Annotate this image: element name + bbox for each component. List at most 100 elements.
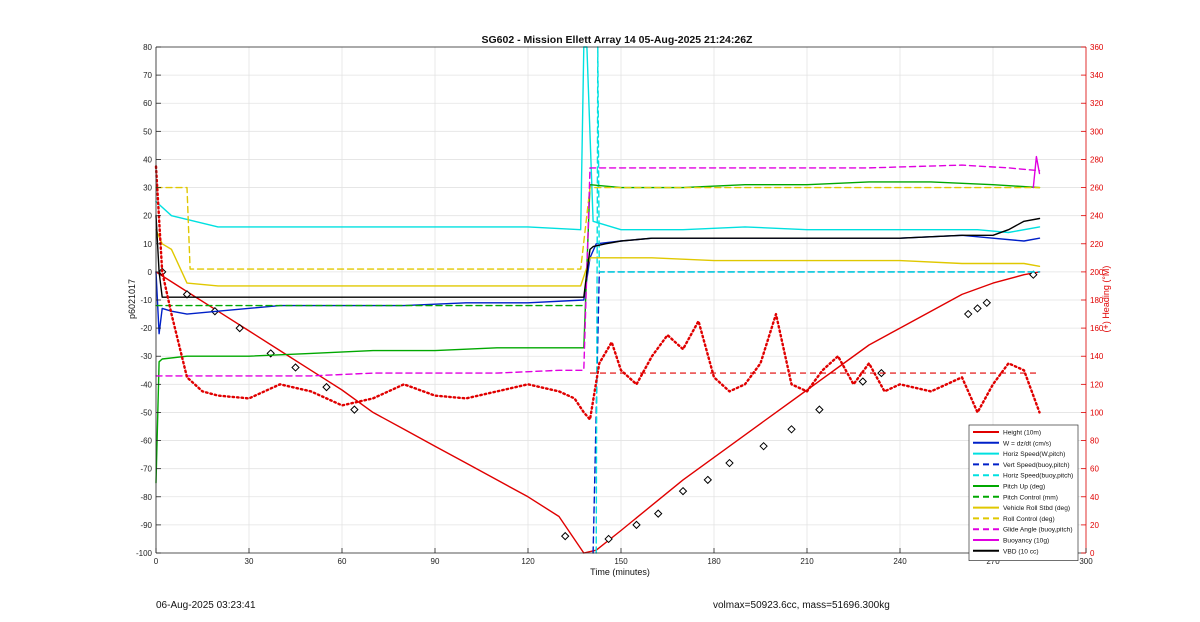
y2-tick-label: 40 bbox=[1090, 493, 1099, 502]
y-tick-label: 0 bbox=[148, 268, 153, 277]
y-tick-label: 40 bbox=[143, 155, 152, 164]
x-tick-label: 60 bbox=[338, 557, 347, 566]
legend-entry: VBD (10 cc) bbox=[1003, 548, 1039, 555]
legend-entry: Vert Speed(buoy,pitch) bbox=[1003, 462, 1070, 469]
y-tick-label: -30 bbox=[140, 352, 152, 361]
series-marker bbox=[703, 475, 713, 485]
series-marker bbox=[815, 405, 824, 414]
y-tick-label: 10 bbox=[143, 240, 152, 249]
y-tick-label: 50 bbox=[143, 127, 152, 136]
y2-tick-label: 120 bbox=[1090, 380, 1104, 389]
series-marker bbox=[678, 486, 688, 496]
series-marker bbox=[858, 377, 868, 386]
series-marker bbox=[235, 323, 244, 333]
legend-entry: Roll Control (deg) bbox=[1003, 516, 1055, 523]
y2-tick-label: 280 bbox=[1090, 155, 1104, 164]
chart-title: SG602 - Mission Ellett Array 14 05-Aug-2… bbox=[482, 34, 754, 46]
x-tick-label: 210 bbox=[800, 557, 814, 566]
legend-entry: Pitch Control (mm) bbox=[1003, 494, 1058, 501]
y-tick-label: -100 bbox=[136, 549, 153, 558]
series-line bbox=[155, 181, 1041, 484]
series-line bbox=[1032, 155, 1041, 189]
series-5 bbox=[155, 181, 1041, 484]
y2-tick-label: 320 bbox=[1090, 99, 1104, 108]
legend: Height (10m) W = dz/dt (cm/s) Horiz Speed(… bbox=[968, 424, 1079, 561]
axes: 0 30 60 90 120 150 180 210 240 270 300-100-90-80-7… bbox=[136, 43, 1104, 566]
legend-entry: Height (10m) bbox=[1003, 430, 1041, 437]
legend-box bbox=[968, 424, 1079, 561]
y2-tick-label: 0 bbox=[1090, 549, 1095, 558]
series-marker bbox=[632, 520, 641, 530]
y2-tick-label: 140 bbox=[1090, 352, 1104, 361]
series-marker bbox=[725, 458, 734, 468]
legend-entry: Pitch Up (deg) bbox=[1003, 484, 1045, 491]
y2-tick-label: 160 bbox=[1090, 324, 1104, 333]
series-marker bbox=[291, 363, 300, 372]
x-axis-label: Time (minutes) bbox=[590, 567, 650, 577]
y-tick-label: -90 bbox=[140, 521, 152, 530]
legend-entry: Vehicle Roll Stbd (deg) bbox=[1003, 505, 1070, 512]
series-10 bbox=[1032, 155, 1041, 189]
series-marker bbox=[759, 441, 768, 451]
series-line bbox=[155, 228, 1041, 287]
series-line bbox=[155, 164, 1041, 377]
series-line bbox=[154, 165, 1041, 421]
series-line bbox=[155, 186, 1041, 270]
footer-timestamp: 06-Aug-2025 03:23:41 bbox=[156, 600, 256, 611]
y2-tick-label: 100 bbox=[1090, 408, 1104, 417]
y-tick-label: -60 bbox=[140, 437, 152, 446]
legend-entry: Horiz Speed(W,pitch) bbox=[1003, 451, 1065, 458]
y-axis-label: p6021017 bbox=[127, 279, 137, 319]
legend-entry: Glide Angle (buoy,pitch) bbox=[1003, 527, 1073, 534]
series-8 bbox=[155, 186, 1041, 270]
x-tick-label: 30 bbox=[245, 557, 254, 566]
series-line bbox=[155, 214, 1041, 298]
y2-tick-label: 200 bbox=[1090, 268, 1104, 277]
series-marker bbox=[350, 405, 359, 414]
y-tick-label: 80 bbox=[143, 43, 152, 52]
legend-entry: Horiz Speed(buoy,pitch) bbox=[1003, 473, 1073, 480]
y2-tick-label: 80 bbox=[1090, 437, 1099, 446]
y2-tick-label: 60 bbox=[1090, 465, 1099, 474]
legend-entry: W = dz/dt (cm/s) bbox=[1003, 440, 1051, 447]
series-9 bbox=[155, 164, 1041, 377]
y2-tick-label: 20 bbox=[1090, 521, 1099, 530]
y2-tick-label: 340 bbox=[1090, 71, 1104, 80]
series-12 bbox=[154, 165, 1041, 421]
y-tick-label: -80 bbox=[140, 493, 152, 502]
y2-tick-label: 180 bbox=[1090, 296, 1104, 305]
y-tick-label: 60 bbox=[143, 99, 152, 108]
y-tick-label: 20 bbox=[143, 212, 152, 221]
x-tick-label: 120 bbox=[521, 557, 535, 566]
y-tick-label: -10 bbox=[140, 296, 152, 305]
y2-tick-label: 240 bbox=[1090, 212, 1104, 221]
series-marker bbox=[982, 298, 992, 308]
y2-tick-label: 220 bbox=[1090, 240, 1104, 249]
series-11 bbox=[155, 214, 1041, 298]
y-tick-label: -20 bbox=[140, 324, 152, 333]
x-tick-label: 270 bbox=[986, 557, 1000, 566]
x-tick-label: 150 bbox=[614, 557, 628, 566]
series-marker bbox=[604, 534, 613, 544]
y-tick-label: -70 bbox=[140, 465, 152, 474]
series-7 bbox=[155, 228, 1041, 287]
series-marker bbox=[1029, 270, 1038, 279]
legend-entry: Buoyancy (10g) bbox=[1003, 538, 1049, 545]
x-tick-label: 300 bbox=[1079, 557, 1093, 566]
y2-axis-label: (+) Heading (°M) bbox=[1101, 266, 1111, 333]
y2-tick-label: 360 bbox=[1090, 43, 1104, 52]
series-marker bbox=[963, 309, 973, 319]
y2-tick-label: 300 bbox=[1090, 127, 1104, 136]
y-tick-label: 30 bbox=[143, 184, 152, 193]
x-tick-label: 90 bbox=[431, 557, 440, 566]
x-tick-label: 240 bbox=[893, 557, 907, 566]
y-tick-label: -50 bbox=[140, 408, 152, 417]
series-marker bbox=[322, 382, 331, 392]
y-tick-label: -40 bbox=[140, 380, 152, 389]
x-tick-label: 0 bbox=[154, 557, 159, 566]
footer-mass-info: volmax=50923.6cc, mass=51696.300kg bbox=[713, 600, 890, 611]
series-marker bbox=[560, 531, 570, 541]
y-tick-label: 70 bbox=[143, 71, 152, 80]
series-marker bbox=[653, 509, 663, 518]
